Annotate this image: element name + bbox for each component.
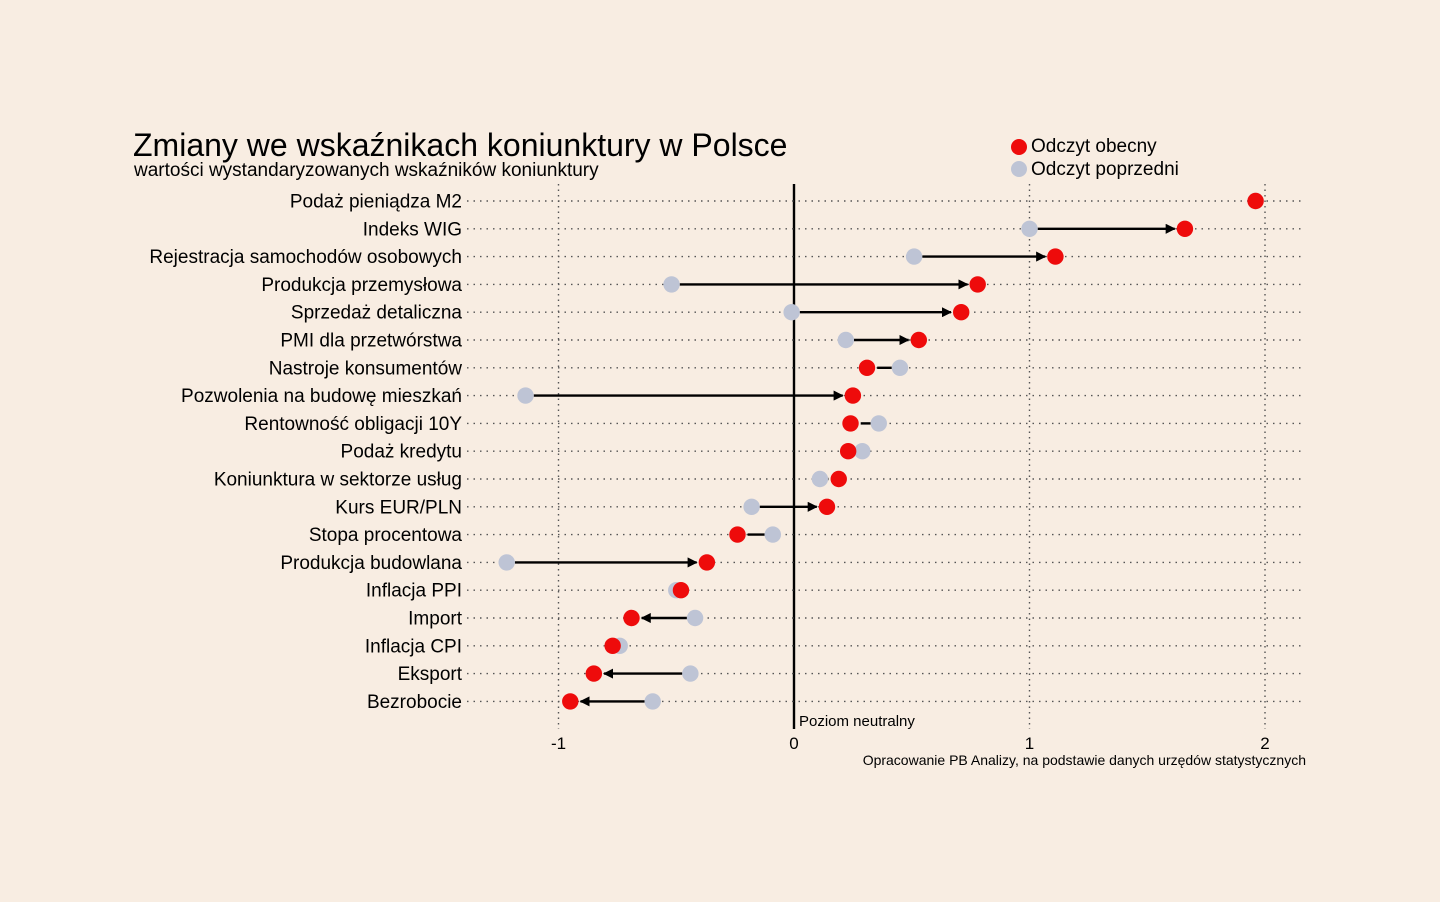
category-label: Sprzedaż detaliczna: [291, 303, 463, 324]
indicator-row: Import: [408, 609, 1304, 630]
indicator-row: Koniunktura w sektorze usług: [214, 470, 1304, 491]
category-label: Indeks WIG: [363, 219, 462, 240]
legend-current-label: Odczyt obecny: [1031, 136, 1157, 157]
indicator-row: Produkcja budowlana: [280, 553, 1304, 574]
x-tick-label: 2: [1260, 734, 1269, 753]
current-reading-dot: [953, 304, 970, 321]
previous-reading-dot: [498, 554, 515, 571]
indicator-rows: Podaż pieniądza M2 Indeks WIG Rejestracja …: [149, 192, 1304, 713]
legend: Odczyt obecny Odczyt poprzedni: [1011, 136, 1179, 180]
current-reading-dot: [839, 443, 857, 460]
category-label: Rentowność obligacji 10Y: [244, 414, 462, 435]
indicator-row: Rejestracja samochodów osobowych: [149, 247, 1304, 268]
previous-reading-dot: [811, 470, 829, 488]
current-reading-dot: [830, 470, 847, 488]
previous-reading-dot: [686, 609, 704, 627]
current-reading-dot: [842, 415, 859, 432]
current-reading-dot: [672, 582, 690, 599]
category-label: Produkcja przemysłowa: [261, 275, 462, 296]
current-reading-dot: [844, 387, 862, 404]
indicator-row: Podaż kredytu: [341, 442, 1304, 463]
category-label: Inflacja CPI: [365, 636, 462, 657]
previous-reading-dot: [905, 248, 923, 265]
current-reading-dot: [698, 554, 716, 571]
previous-reading-dot: [743, 498, 760, 515]
current-reading-dot: [585, 665, 603, 682]
category-label: Rejestracja samochodów osobowych: [149, 247, 462, 268]
previous-reading-dot: [870, 415, 887, 432]
indicator-row: Stopa procentowa: [309, 525, 1304, 546]
indicator-row: Podaż pieniądza M2: [290, 192, 1304, 213]
current-reading-dot: [969, 276, 986, 293]
indicator-row: Bezrobocie: [367, 692, 1304, 713]
previous-reading-dot: [682, 665, 699, 682]
indicator-row: Rentowność obligacji 10Y: [244, 414, 1304, 435]
previous-reading-dot: [891, 359, 909, 376]
current-reading-dot: [818, 498, 836, 515]
indicator-row: Sprzedaż detaliczna: [291, 303, 1304, 324]
category-label: PMI dla przetwórstwa: [280, 331, 462, 352]
current-reading-dot: [562, 693, 579, 710]
source-note: Opracowanie PB Analizy, na podstawie dan…: [863, 752, 1306, 768]
previous-reading-dot: [1021, 220, 1038, 237]
indicator-row: Kurs EUR/PLN: [335, 497, 1304, 518]
previous-reading-dot: [783, 304, 800, 321]
x-axis: -1 0 1 2: [551, 184, 1270, 753]
category-label: Inflacja PPI: [366, 581, 462, 602]
current-reading-dot: [858, 359, 876, 376]
previous-reading-dot: [644, 693, 661, 710]
grid: [557, 184, 1266, 729]
legend-previous-marker: [1011, 161, 1027, 177]
legend-current-marker: [1011, 139, 1027, 155]
previous-reading-dot: [663, 276, 680, 293]
previous-reading-dot: [517, 387, 534, 404]
category-label: Stopa procentowa: [309, 525, 463, 546]
current-reading-dot: [1247, 192, 1264, 210]
x-tick-label: -1: [551, 734, 566, 753]
category-label: Nastroje konsumentów: [269, 358, 463, 379]
previous-reading-dot: [764, 526, 782, 543]
current-reading-dot: [910, 331, 928, 349]
indicator-row: Indeks WIG: [363, 219, 1304, 240]
previous-reading-dot: [854, 443, 871, 460]
previous-reading-dot: [837, 331, 855, 349]
category-label: Podaż pieniądza M2: [290, 192, 462, 213]
indicator-row: PMI dla przetwórstwa: [280, 331, 1304, 352]
current-reading-dot: [729, 526, 746, 543]
category-label: Produkcja budowlana: [280, 553, 462, 574]
x-tick-label: 0: [789, 734, 798, 753]
category-label: Kurs EUR/PLN: [335, 497, 462, 518]
category-label: Eksport: [398, 664, 463, 685]
category-label: Podaż kredytu: [341, 442, 462, 463]
current-reading-dot: [1047, 248, 1064, 265]
indicator-row: Pozwolenia na budowę mieszkań: [181, 386, 1304, 407]
indicator-row: Produkcja przemysłowa: [261, 275, 1304, 296]
neutral-level-label: Poziom neutralny: [799, 713, 915, 730]
category-label: Pozwolenia na budowę mieszkań: [181, 386, 462, 407]
current-reading-dot: [1176, 220, 1194, 237]
indicator-row: Inflacja PPI: [366, 581, 1304, 602]
current-reading-dot: [623, 609, 640, 627]
category-label: Koniunktura w sektorze usług: [214, 470, 462, 491]
current-reading-dot: [604, 637, 621, 654]
indicator-row: Eksport: [398, 664, 1304, 685]
category-label: Import: [408, 609, 463, 630]
category-label: Bezrobocie: [367, 692, 462, 713]
x-tick-label: 1: [1025, 734, 1034, 753]
chart-title: Zmiany we wskaźnikach koniunktury w Pols…: [133, 127, 787, 163]
legend-previous-label: Odczyt poprzedni: [1031, 159, 1179, 180]
indicator-row: Inflacja CPI: [365, 636, 1304, 657]
chart-subtitle: wartości wystandaryzowanych wskaźników k…: [133, 160, 599, 181]
indicator-row: Nastroje konsumentów: [269, 358, 1304, 379]
